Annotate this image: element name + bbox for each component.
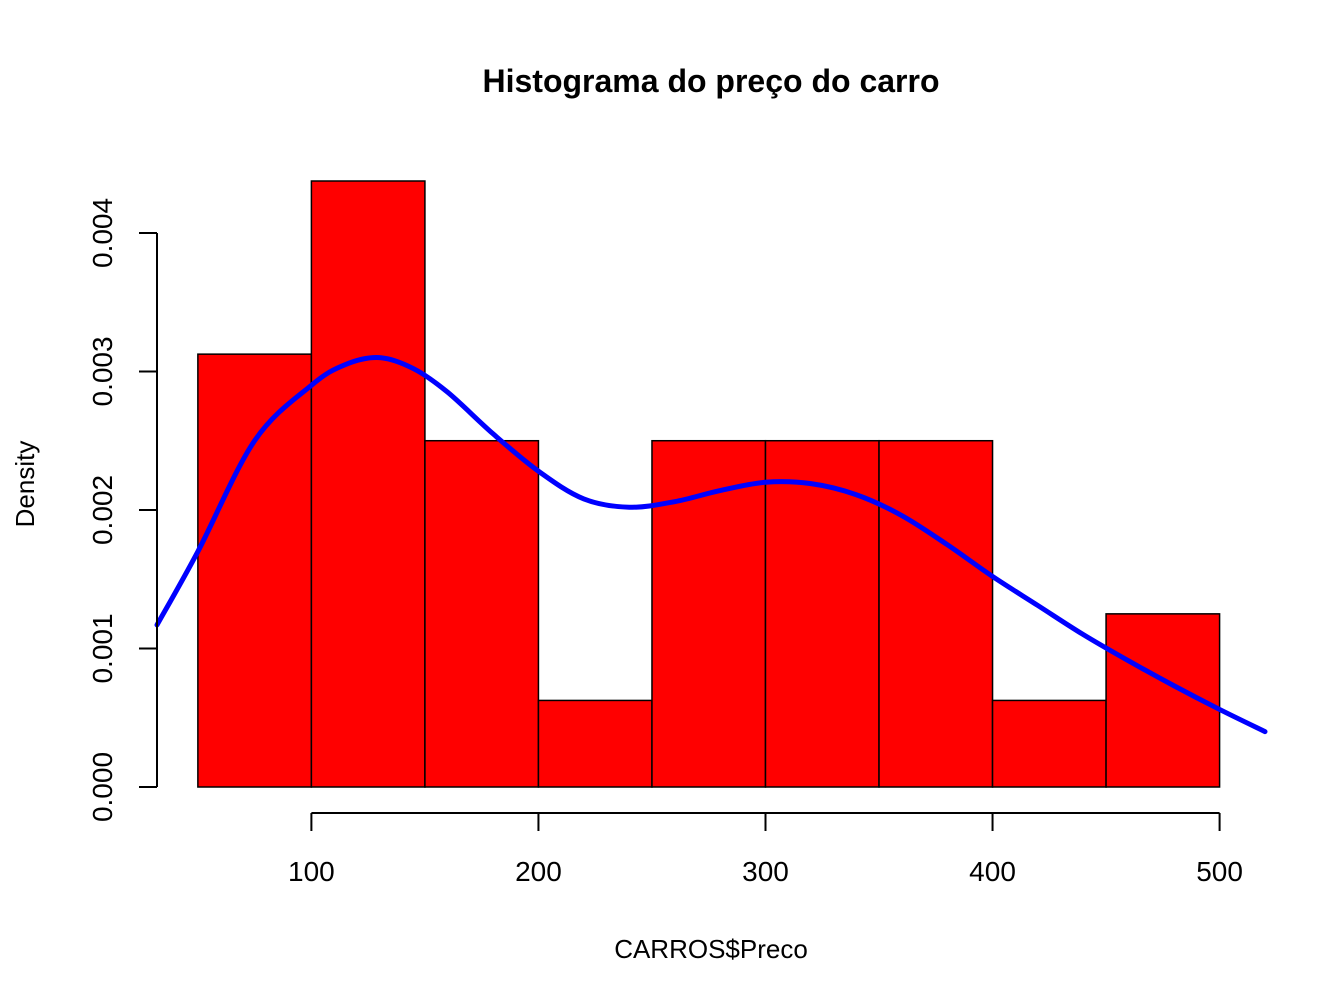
- histogram-bar-4: [537, 699, 653, 788]
- histogram-bar-7: [878, 439, 994, 788]
- y-axis-label: Density: [10, 441, 40, 528]
- histogram-bar-3: [424, 439, 540, 788]
- histogram-bar-1: [197, 353, 313, 788]
- x-tick-label: 100: [288, 856, 335, 887]
- x-tick-label: 400: [969, 856, 1016, 887]
- y-tick-label: 0.001: [87, 613, 118, 683]
- x-axis: 100 200 300 400 500: [288, 812, 1243, 887]
- y-axis: 0.000 0.001 0.002 0.003 0.004: [87, 198, 158, 822]
- y-tick-label: 0.002: [87, 475, 118, 545]
- x-tick-label: 500: [1196, 856, 1243, 887]
- y-tick-label: 0.000: [87, 752, 118, 822]
- x-axis-label: CARROS$Preco: [614, 934, 808, 964]
- chart-title: Histograma do preço do carro: [483, 63, 940, 99]
- histogram-bar-2: [310, 180, 426, 788]
- histogram-bar-5: [651, 439, 767, 788]
- y-tick-label: 0.003: [87, 336, 118, 406]
- x-tick-label: 300: [742, 856, 789, 887]
- histogram-bar-6: [764, 439, 880, 788]
- x-tick-label: 200: [515, 856, 562, 887]
- histogram-bar-8: [991, 699, 1107, 788]
- histogram-bars: [197, 180, 1221, 788]
- density-curve: [154, 355, 1268, 735]
- y-tick-label: 0.004: [87, 198, 118, 268]
